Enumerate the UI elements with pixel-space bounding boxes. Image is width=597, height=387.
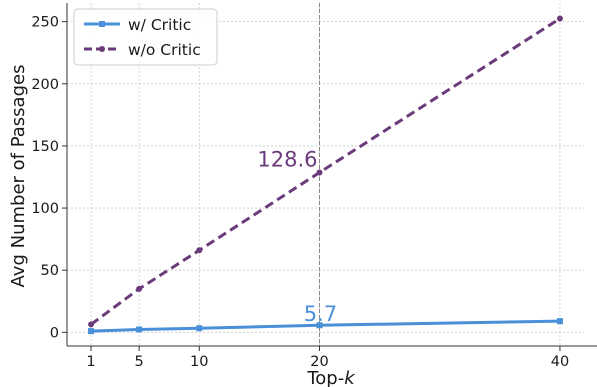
y-tick-label: 200	[31, 77, 59, 93]
y-tick-label: 50	[41, 263, 59, 279]
y-axis-title: Avg Number of Passages	[8, 65, 29, 288]
annotation-label: 128.6	[257, 148, 317, 172]
x-axis-title: Top-k	[306, 368, 356, 387]
legend-marker-w-critic	[99, 21, 105, 27]
axes	[66, 3, 597, 347]
legend-marker-wo-critic	[99, 46, 105, 52]
data-point	[556, 318, 563, 325]
x-tick-label: 1	[86, 354, 95, 370]
series-w-critic	[88, 318, 563, 335]
data-point	[196, 325, 203, 332]
y-tick-label: 0	[50, 325, 59, 341]
legend-entry-wo-critic: w/o Critic	[84, 41, 201, 59]
data-point	[88, 328, 95, 335]
x-tick-label: 20	[310, 354, 328, 370]
x-tick-label: 40	[551, 354, 569, 370]
annotation-label: 5.7	[304, 302, 337, 326]
y-tick-label: 250	[31, 15, 59, 31]
annotations: 128.6 5.7	[257, 148, 337, 327]
data-point	[88, 321, 95, 328]
data-point	[136, 326, 143, 333]
y-tick-label: 150	[31, 139, 59, 155]
legend: w/ Critic w/o Critic	[73, 8, 218, 66]
x-tick-label: 10	[190, 354, 208, 370]
legend-label-w-critic: w/ Critic	[128, 16, 191, 34]
legend-entry-w-critic: w/ Critic	[84, 16, 191, 34]
y-tick-label: 100	[31, 201, 59, 217]
x-tick-label: 5	[135, 354, 144, 370]
data-point	[196, 247, 203, 254]
series-layer	[88, 15, 563, 335]
y-ticks: 0 50 100 150 200 250	[31, 15, 67, 341]
data-point	[136, 285, 143, 292]
data-point	[316, 322, 323, 329]
series-wo-critic	[88, 15, 563, 328]
x-ticks: 1 5 10 20 40	[86, 346, 569, 370]
legend-label-wo-critic: w/o Critic	[128, 41, 201, 59]
data-point	[316, 169, 323, 176]
data-point	[556, 15, 563, 22]
